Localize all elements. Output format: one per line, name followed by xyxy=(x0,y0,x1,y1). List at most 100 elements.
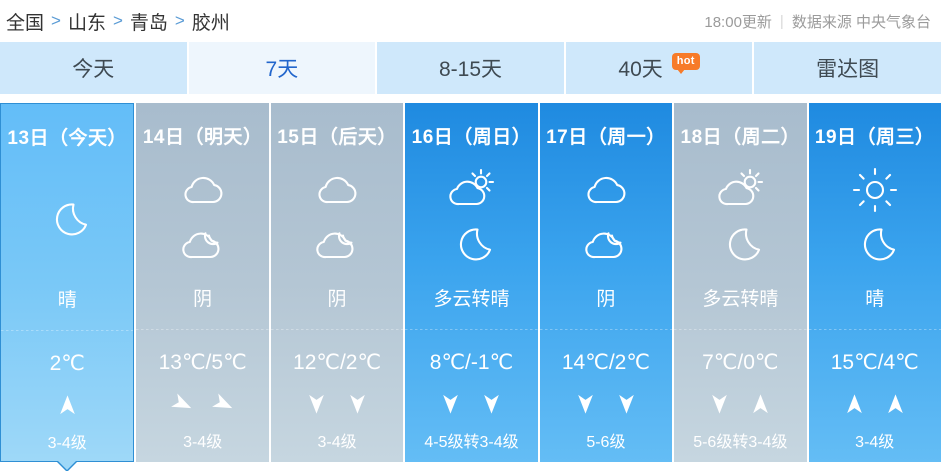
temperature-range: 7℃/0℃ xyxy=(702,351,779,374)
tab-7[interactable]: 7天 xyxy=(188,42,378,94)
weather-icons xyxy=(176,166,230,278)
weather-icons xyxy=(848,166,902,278)
moon-icon xyxy=(729,228,761,261)
wind-arrow-east-icon xyxy=(170,393,191,409)
wind-level: 3-4级 xyxy=(183,434,223,451)
tab-item4[interactable]: 雷达图 xyxy=(754,42,941,94)
weather-icons xyxy=(444,166,498,278)
wind-direction-arrows xyxy=(442,391,500,417)
card-divider xyxy=(539,329,673,330)
breadcrumb-separator-icon: > xyxy=(112,11,123,30)
card-divider xyxy=(405,329,538,330)
header-meta: 18:00更新 | 数据来源 中央气象台 xyxy=(704,11,931,32)
forecast-card[interactable]: 14日（明天） 阴 13℃/5℃ 3-4级 xyxy=(136,103,269,462)
temperature-range: 13℃/5℃ xyxy=(158,351,247,374)
tab-40[interactable]: 40天 hot xyxy=(565,42,755,94)
forecast-range-tabs: 今天 7天 8-15天 40天 hot 雷达图 xyxy=(0,42,941,94)
cloudy-night-icon xyxy=(316,232,354,259)
wind-level: 3-4级 xyxy=(47,435,87,452)
moon-icon xyxy=(863,228,895,261)
wind-direction-arrows xyxy=(711,391,769,417)
wind-arrow-north-icon xyxy=(753,394,769,414)
weather-condition: 多云转晴 xyxy=(433,289,510,310)
sun-icon xyxy=(852,167,897,213)
temperature-range: 2℃ xyxy=(49,352,85,375)
forecast-date: 15日（后天） xyxy=(277,127,397,148)
forecast-card[interactable]: 19日（周三） 晴 15℃/4℃ 3-4级 xyxy=(808,103,941,462)
moon-icon xyxy=(56,203,88,236)
weather-condition: 阴 xyxy=(596,289,616,310)
forecast-date: 18日（周二） xyxy=(680,127,801,148)
forecast-card[interactable]: 18日（周二） 多云转晴 7℃/0℃ 5-6级转3-4级 xyxy=(674,103,807,462)
forecast-date: 16日（周日） xyxy=(411,127,532,148)
weather-icons xyxy=(40,167,94,279)
forecast-card[interactable]: 17日（周一） 阴 14℃/2℃ 5-6级 xyxy=(539,103,673,462)
wind-arrow-south-icon xyxy=(350,394,365,414)
wind-level: 5-6级 xyxy=(586,434,626,451)
card-divider xyxy=(1,330,134,331)
hot-badge: hot xyxy=(671,52,700,74)
card-divider xyxy=(808,329,941,330)
update-time: 18:00更新 xyxy=(704,13,772,31)
moon-icon xyxy=(460,228,492,261)
forecast-cards: 13日（今天） 晴 2℃ 3-4级 14日（明天） 阴 13℃/5℃ 3-4级 15日（后天） 阴… xyxy=(0,94,941,471)
forecast-card[interactable]: 15日（后天） 阴 12℃/2℃ 3-4级 xyxy=(270,103,404,462)
cloudy-icon xyxy=(587,176,626,204)
meta-divider: | xyxy=(779,12,784,30)
temperature-range: 14℃/2℃ xyxy=(561,351,650,374)
wind-arrow-south-icon xyxy=(578,394,593,414)
wind-arrow-south-icon xyxy=(619,394,634,414)
breadcrumb-item-2[interactable]: 青岛 xyxy=(129,12,168,34)
tab-item0[interactable]: 今天 xyxy=(0,42,189,94)
wind-arrow-south-icon xyxy=(443,394,459,414)
wind-arrow-south-icon xyxy=(712,394,728,414)
wind-direction-arrows xyxy=(59,392,76,418)
data-source: 数据来源 中央气象台 xyxy=(791,13,931,31)
cloudy-icon xyxy=(184,176,223,204)
breadcrumb-separator-icon: > xyxy=(51,11,61,30)
weather-condition: 多云转晴 xyxy=(702,289,779,310)
wind-level: 4-5级转3-4级 xyxy=(424,434,519,451)
tab-label: 雷达图 xyxy=(816,58,880,81)
forecast-card[interactable]: 16日（周日） 多云转晴 8℃/-1℃ 4-5级转3-4级 xyxy=(405,103,538,462)
weather-condition: 阴 xyxy=(193,289,213,310)
wind-arrow-north-icon xyxy=(59,395,75,415)
tab-label: 8-15天 xyxy=(438,58,502,81)
cloudy-night-icon xyxy=(585,232,623,259)
wind-arrow-north-icon xyxy=(887,394,903,414)
wind-direction-arrows xyxy=(308,391,366,417)
forecast-date: 14日（明天） xyxy=(142,127,263,148)
wind-arrow-east-icon xyxy=(211,393,232,409)
cloudy-night-icon xyxy=(181,232,220,259)
card-divider xyxy=(270,329,404,330)
breadcrumb-item-1[interactable]: 山东 xyxy=(67,12,106,34)
forecast-date: 17日（周一） xyxy=(546,127,666,148)
wind-arrow-south-icon xyxy=(309,394,324,414)
wind-arrow-south-icon xyxy=(484,394,500,414)
breadcrumb: 全国 > 山东 > 青岛 > 胶州 xyxy=(6,8,230,35)
breadcrumb-separator-icon: > xyxy=(174,11,185,30)
tab-8-15[interactable]: 8-15天 xyxy=(377,42,566,94)
partly-cloudy-day-icon xyxy=(718,168,764,206)
wind-direction-arrows xyxy=(846,391,904,417)
forecast-date: 13日（今天） xyxy=(7,128,128,149)
temperature-range: 8℃/-1℃ xyxy=(429,351,514,374)
wind-level: 5-6级转3-4级 xyxy=(693,434,788,451)
card-divider xyxy=(136,329,269,330)
tab-label: 今天 xyxy=(72,58,115,81)
wind-direction-arrows xyxy=(170,391,232,417)
temperature-range: 15℃/4℃ xyxy=(830,351,919,374)
temperature-range: 12℃/2℃ xyxy=(293,351,382,374)
weather-icons xyxy=(713,166,767,278)
weather-condition: 晴 xyxy=(57,290,77,311)
weather-icons xyxy=(310,166,364,278)
forecast-date: 19日（周三） xyxy=(814,127,935,148)
breadcrumb-item-0[interactable]: 全国 xyxy=(6,12,45,34)
weather-condition: 晴 xyxy=(865,289,885,310)
page-header: 全国 > 山东 > 青岛 > 胶州 18:00更新 | 数据来源 中央气象台 xyxy=(0,0,941,42)
card-divider xyxy=(674,329,807,330)
breadcrumb-item-3[interactable]: 胶州 xyxy=(191,12,230,34)
wind-level: 3-4级 xyxy=(855,434,895,451)
forecast-card[interactable]: 13日（今天） 晴 2℃ 3-4级 xyxy=(0,103,135,471)
